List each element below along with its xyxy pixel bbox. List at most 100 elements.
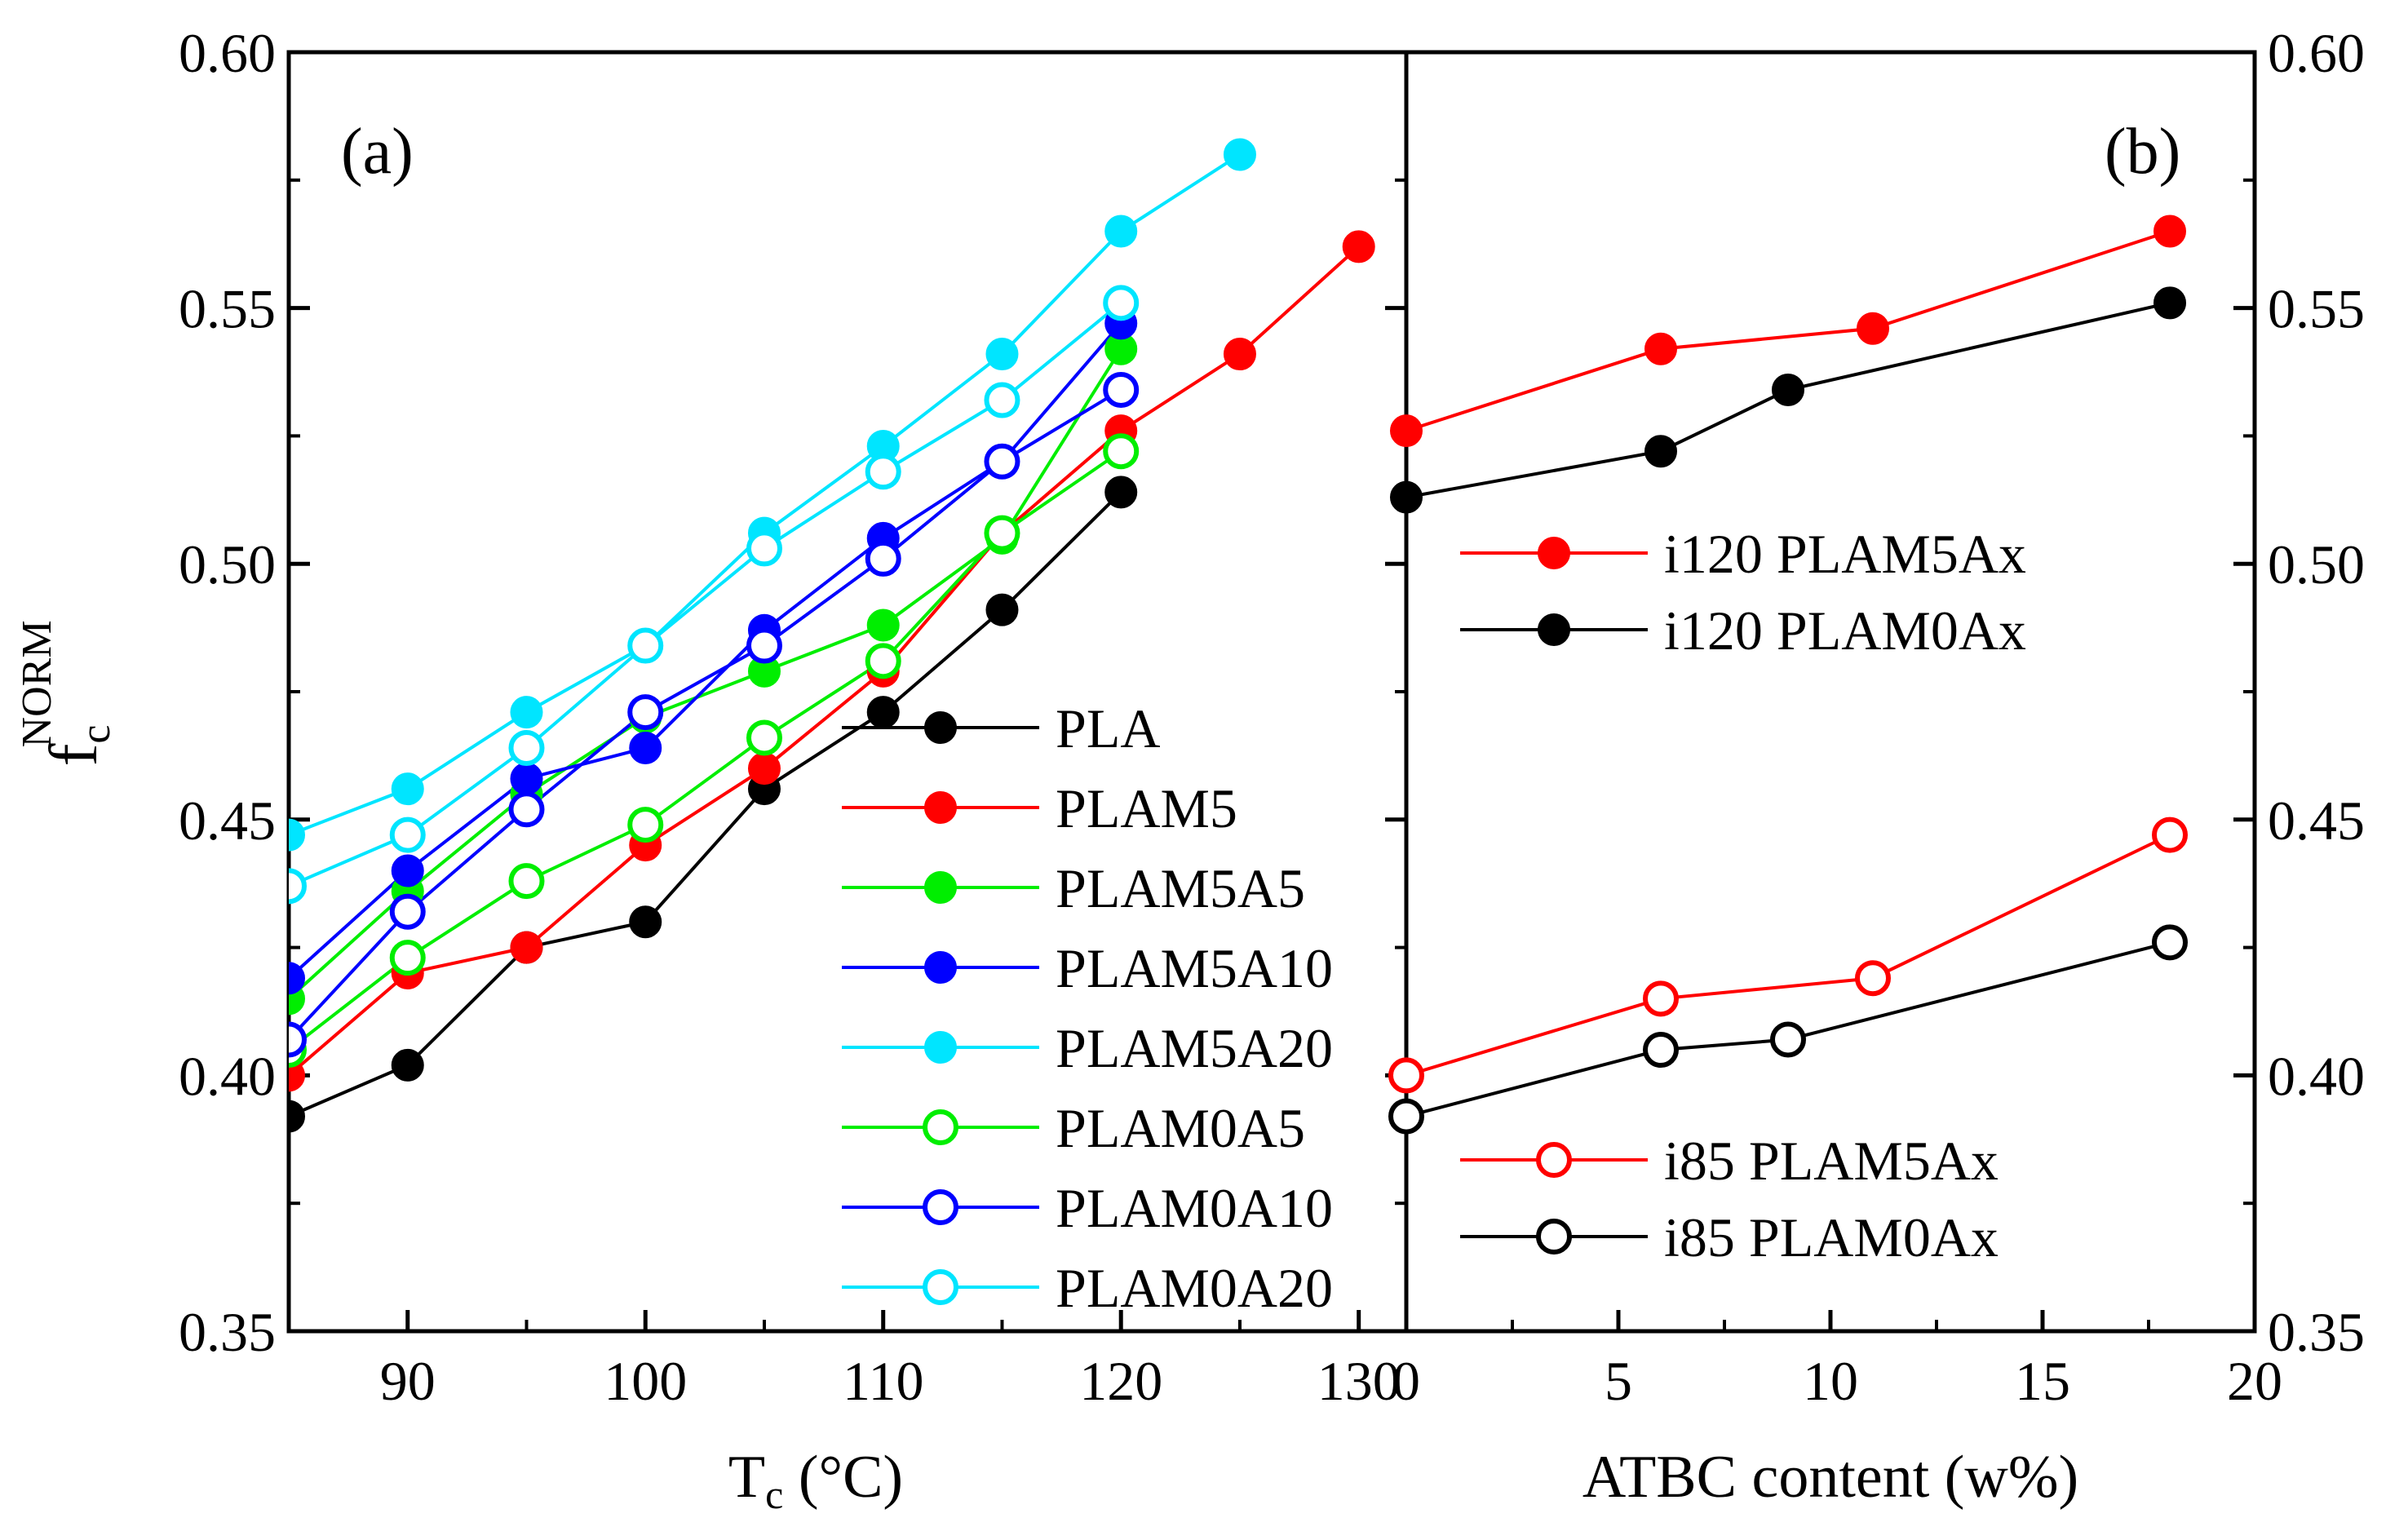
point-i85-plam5ax [1643,980,1679,1017]
legend-label-plam0a20: PLAM0A20 [1056,1257,1333,1319]
x-tick-label-a-110: 110 [843,1350,923,1412]
point-plam0a10 [289,1021,307,1058]
legend-item-plam0a10: PLAM0A10 [842,1177,1333,1239]
y-tick-label-b-2: 0.45 [2268,790,2365,852]
series-line-i120-plam5ax [1405,229,2171,433]
y-axis-title-sup: NORM [14,620,60,747]
point-plam0a5 [508,863,545,900]
legend-item-i120-plam0ax: i120 PLAM0Ax [1460,600,2026,662]
point-plam0a10 [1103,371,1140,408]
legend-label-i85-plam5ax: i85 PLAM5Ax [1664,1130,1999,1192]
legend-label-i120-plam5ax: i120 PLAM5Ax [1664,523,2026,585]
point-plam0a20 [289,868,307,905]
point-plam5 [1342,230,1375,263]
legend-marker-plam5 [924,791,957,824]
point-plam5 [510,931,543,964]
series-line-plam0a20 [289,301,1122,888]
legend-label-i120-plam0ax: i120 PLAM0Ax [1664,600,2026,662]
point-plam5a20 [510,696,543,729]
point-pla [985,593,1019,626]
point-i120-plam5ax [2153,215,2186,248]
x-tick-label-a-130: 130 [1317,1350,1401,1412]
legend-item-plam0a5: PLAM0A5 [842,1097,1305,1159]
panel-b: 0 5 10 15 20 0.35 0.40 0.45 0.50 0.55 0.60 (b) AT… [1388,22,2365,1511]
y-axis-title-main: f [36,744,112,767]
y-tick-labels-b: 0.35 0.40 0.45 0.50 0.55 0.60 [2268,22,2365,1363]
point-i120-plam5ax [1644,332,1677,365]
point-pla [391,1048,424,1082]
point-plam0a10 [746,627,782,664]
x-axis-title-a-main: T [728,1444,765,1511]
x-tick-label-b-10: 10 [1803,1350,1858,1412]
point-i120-plam0ax [1390,480,1423,514]
series-line-plam5a10 [289,322,1122,980]
point-pla [1104,476,1138,509]
x-tick-label-a-120: 120 [1079,1350,1162,1412]
y-tick-label-a-2: 0.45 [179,790,276,852]
x-tick-label-a-100: 100 [604,1350,687,1412]
y-tick-label-b-4: 0.55 [2268,278,2365,340]
series-line-plam5 [289,245,1361,1077]
legend-item-i85-plam0ax: i85 PLAM0Ax [1460,1206,1999,1268]
point-i120-plam0ax [2153,286,2186,320]
y-tick-label-b-3: 0.50 [2268,533,2365,595]
legend-marker-i85-plam0ax [1536,1219,1572,1255]
point-i85-plam0ax [1643,1032,1679,1069]
legend-marker-pla [924,711,957,744]
point-plam5a20 [1223,138,1256,171]
legend-label-pla: PLA [1056,697,1160,759]
point-plam5 [1223,338,1256,371]
legend-a: PLA PLAM5 PLAM5A5 PLAM5A10 PLAM5A20 PLAM0A5 PL… [842,697,1333,1319]
point-plam0a5 [746,719,782,756]
legend-marker-plam5a20 [924,1031,957,1064]
series-line-i85-plam0ax [1405,940,2171,1118]
y-tick-label-b-1: 0.40 [2268,1045,2365,1107]
legend-marker-plam0a10 [923,1189,958,1225]
point-plam5a10 [289,962,305,995]
y-axis-title-sub: c [73,724,119,743]
legend-label-plam0a10: PLAM0A10 [1056,1177,1333,1239]
x-axis-title-a-sub: c [765,1471,783,1517]
point-i85-plam0ax [1770,1021,1806,1058]
x-axis-title-a: Tc (°C) [728,1444,903,1517]
point-plam0a5 [1103,433,1140,470]
y-tick-label-a-1: 0.40 [179,1045,276,1107]
point-plam0a5 [389,940,426,976]
point-plam5a10 [629,731,662,764]
legend-label-i85-plam0ax: i85 PLAM0Ax [1664,1206,1999,1268]
point-i85-plam5ax [1388,1057,1424,1094]
x-tick-labels-a: 90 100 110 120 130 [380,1350,1401,1412]
legend-marker-i120-plam0ax [1538,613,1570,646]
point-plam5a10 [391,854,424,887]
legend-marker-i85-plam5ax [1536,1142,1572,1178]
x-tick-labels-b: 0 5 10 15 20 [1392,1350,2282,1412]
x-axis-title-b: ATBC content (w%) [1582,1444,2078,1511]
series-markers-b [1388,215,2188,1135]
legend-item-plam5: PLAM5 [842,777,1237,839]
point-plam0a20 [865,454,901,490]
point-plam5a20 [985,338,1019,371]
point-plam0a10 [984,443,1020,480]
x-tick-label-b-15: 15 [2015,1350,2070,1412]
point-plam0a5 [984,515,1020,551]
panel-label-b: (b) [2105,116,2180,188]
legend-marker-plam0a20 [923,1269,958,1305]
point-plam0a20 [508,729,545,766]
point-plam5a20 [391,772,424,806]
x-axis-title-a-unit: (°C) [783,1444,903,1511]
y-tick-labels-a: 0.35 0.40 0.45 0.50 0.55 0.60 [179,22,276,1363]
legend-item-i85-plam5ax: i85 PLAM5Ax [1460,1130,1999,1192]
point-plam5 [747,752,781,785]
point-i120-plam0ax [1644,435,1677,468]
point-plam0a20 [1103,285,1140,321]
point-plam0a20 [389,816,426,853]
series-line-i85-plam5ax [1405,833,2171,1078]
legend-item-plam5a20: PLAM5A20 [842,1017,1333,1079]
y-tick-label-b-5: 0.60 [2268,22,2365,84]
x-tick-label-b-5: 5 [1605,1350,1632,1412]
y-axis-title: fc NORM [14,620,119,766]
series-markers-a [289,138,1375,1133]
legend-b: i120 PLAM5Ax i120 PLAM0Ax i85 PLAM5Ax i85 P… [1460,523,2026,1268]
legend-label-plam0a5: PLAM0A5 [1056,1097,1305,1159]
